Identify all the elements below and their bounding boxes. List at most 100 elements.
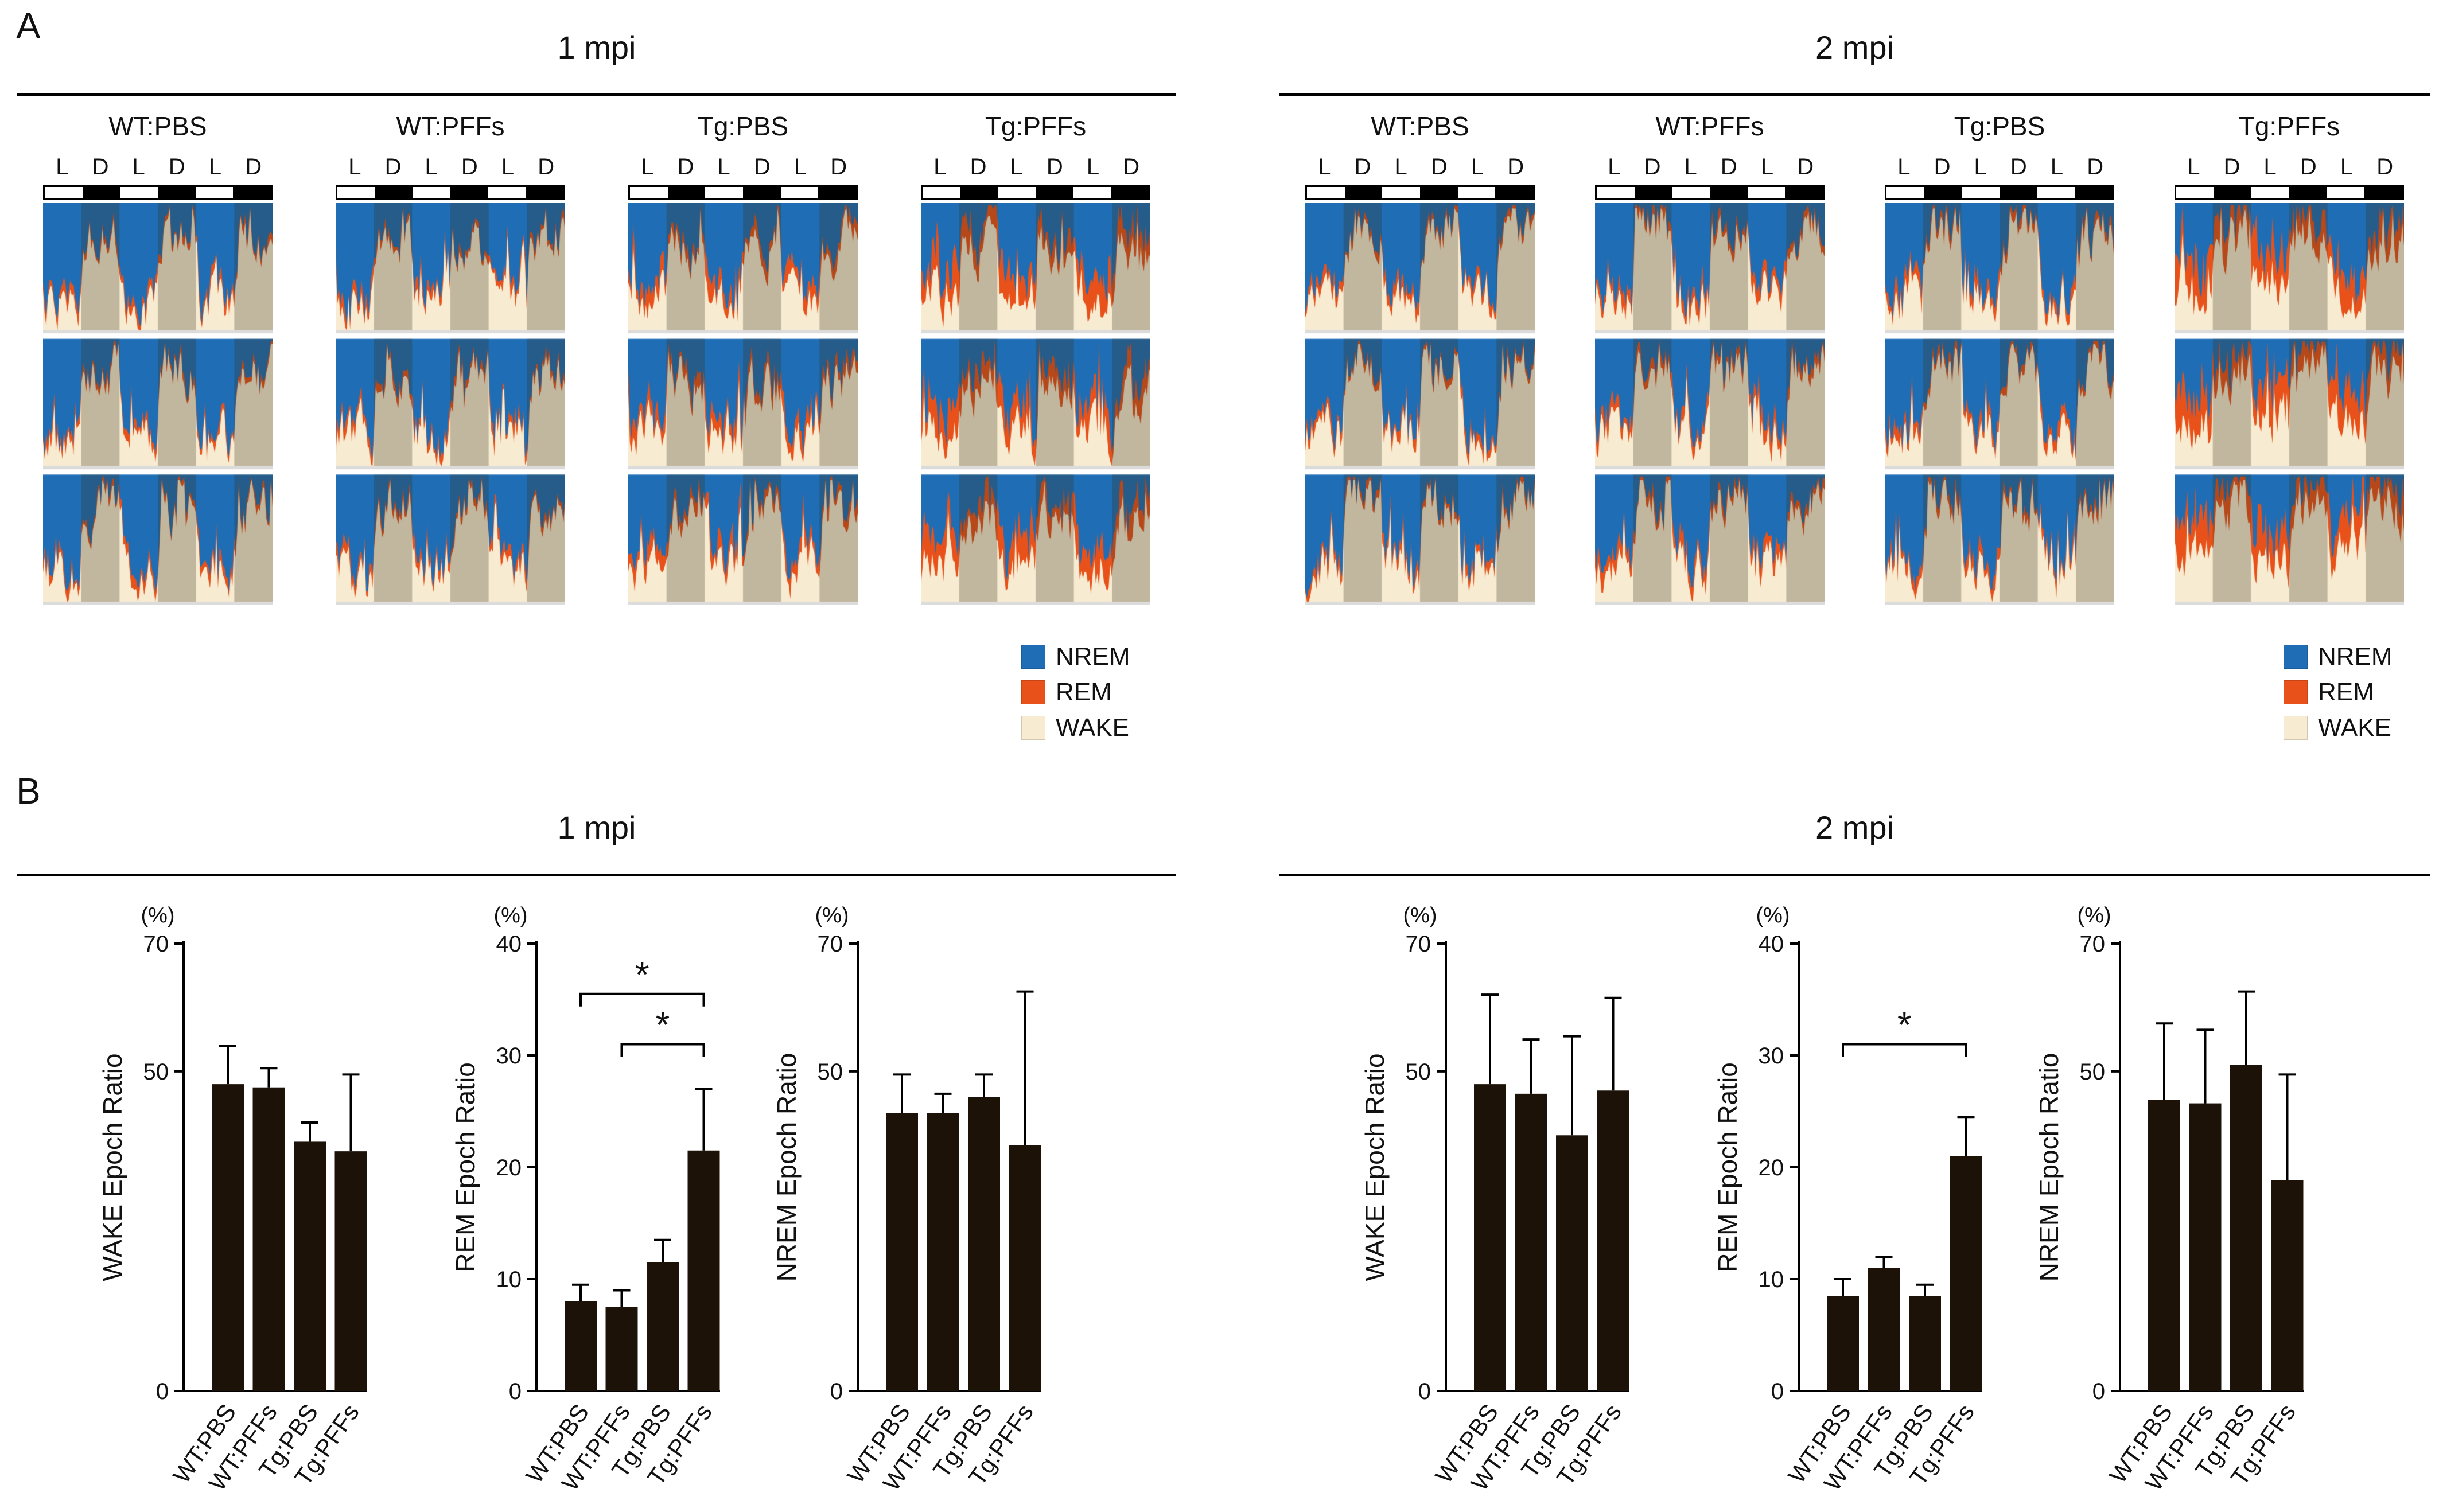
sleep-stage-legend: NREM REM WAKE	[1021, 642, 1130, 749]
bar-chart-svg: (%)REM Epoch Ratio010203040WT:PBSWT:PFFs…	[450, 903, 720, 1496]
light-period-block	[1073, 187, 1111, 198]
section-title: 2 mpi	[1815, 29, 1894, 65]
bar	[2148, 1100, 2180, 1391]
wake-color-swatch	[2284, 716, 2308, 740]
legend-item-rem: REM	[1021, 678, 1130, 707]
ld-letter: L	[1318, 154, 1331, 180]
wake-color-swatch	[1021, 716, 1045, 740]
light-dark-strip	[1595, 185, 1825, 200]
ld-letter: L	[132, 154, 145, 180]
dark-period-block	[526, 187, 564, 198]
panel-a-label: A	[16, 5, 41, 46]
light-period-block	[998, 187, 1036, 198]
ld-letter: D	[2087, 154, 2104, 180]
y-tick-label: 40	[496, 932, 522, 957]
ld-letter: D	[1430, 154, 1448, 180]
y-tick-label: 0	[509, 1379, 522, 1404]
legend-label: WAKE	[2318, 714, 2391, 742]
ld-letter: L	[717, 154, 730, 180]
light-period-block	[1382, 187, 1421, 198]
y-axis-title: NREM Epoch Ratio	[772, 1053, 802, 1282]
ld-letter: L	[2187, 154, 2200, 180]
light-period-block	[413, 187, 451, 198]
bar	[2230, 1065, 2262, 1391]
dark-period-block	[1036, 187, 1073, 198]
panel-b-label: B	[16, 770, 41, 812]
y-axis-unit: (%)	[815, 903, 849, 928]
y-axis-title: WAKE Epoch Ratio	[98, 1053, 127, 1281]
ld-letter: L	[425, 154, 438, 180]
rem-color-swatch	[1021, 680, 1045, 704]
light-period-block	[2037, 187, 2075, 198]
group-label: Tg:PFFs	[985, 111, 1087, 141]
y-tick-label: 30	[496, 1043, 522, 1069]
y-axis-unit: (%)	[493, 903, 527, 928]
bar	[1909, 1296, 1941, 1391]
legend-label: NREM	[2318, 642, 2393, 671]
ld-letter: D	[1123, 154, 1140, 180]
bar	[212, 1084, 244, 1391]
ld-letter: D	[384, 154, 402, 180]
dark-period-block	[1710, 187, 1748, 198]
bar	[1950, 1156, 1982, 1391]
sleep-stage-legend: NREM REM WAKE	[2284, 642, 2393, 749]
y-tick-label: 0	[2092, 1379, 2105, 1404]
dark-period-block	[450, 187, 488, 198]
dark-period-block	[1924, 187, 1962, 198]
light-dark-strip	[1885, 185, 2114, 200]
ld-letter: D	[1720, 154, 1737, 180]
y-tick-label: 70	[2080, 932, 2106, 957]
bar-chart-svg: (%)WAKE Epoch Ratio05070WT:PBSWT:PFFsTg:…	[98, 903, 367, 1496]
group-label: Tg:PBS	[1954, 111, 2045, 141]
ld-letter: L	[2263, 154, 2277, 180]
dark-period-block	[1495, 187, 1534, 198]
section-rule	[17, 874, 1176, 876]
bar-chart-nrem-epoch-ratio-1mpi: (%) NREM Epoch Ratio 0 50 70 WT:PBS WT:PFFs Tg:…	[772, 895, 1059, 1512]
dark-period-block	[1785, 187, 1823, 198]
section-title: 1 mpi	[557, 809, 636, 845]
dark-period-block	[82, 187, 120, 198]
light-period-block	[780, 187, 819, 198]
ld-letter: D	[1507, 154, 1524, 180]
bar	[687, 1150, 720, 1391]
ld-letter: D	[92, 154, 109, 180]
section-bars-1mpi: 1 mpi (%) WAKE Epoch Ratio 0 50 70 WT:PBS WT:P…	[17, 797, 1176, 1512]
light-period-block	[1457, 187, 1496, 198]
dark-period-block	[667, 187, 706, 198]
ld-letter: L	[2050, 154, 2064, 180]
y-axis-unit: (%)	[2077, 903, 2111, 928]
section-rule	[17, 93, 1176, 96]
light-period-block	[923, 187, 960, 198]
y-axis-unit: (%)	[141, 903, 174, 928]
dark-period-block	[1634, 187, 1672, 198]
dark-period-block	[2364, 187, 2403, 198]
light-period-block	[630, 187, 668, 198]
dark-period-block	[158, 187, 196, 198]
ld-letter: L	[641, 154, 654, 180]
ld-letter: D	[168, 154, 185, 180]
y-axis-unit: (%)	[1756, 903, 1790, 928]
dark-period-block	[818, 187, 857, 198]
bar	[334, 1151, 367, 1391]
bar	[1827, 1296, 1859, 1391]
dark-period-block	[2075, 187, 2113, 198]
light-period-block	[2176, 187, 2214, 198]
bar	[1515, 1093, 1547, 1391]
light-period-block	[1307, 187, 1345, 198]
light-period-block	[337, 187, 375, 198]
light-period-block	[705, 187, 744, 198]
y-axis-title: NREM Epoch Ratio	[2034, 1053, 2064, 1282]
dark-period-block	[1420, 187, 1458, 198]
hypnogram-plot	[1305, 203, 1535, 605]
y-tick-label: 10	[1759, 1267, 1784, 1292]
ld-letter: L	[1010, 154, 1023, 180]
significance-bracket	[620, 1043, 705, 1057]
light-period-block	[1672, 187, 1710, 198]
legend-item-nrem: NREM	[1021, 642, 1130, 671]
y-tick-label: 70	[1406, 932, 1431, 957]
